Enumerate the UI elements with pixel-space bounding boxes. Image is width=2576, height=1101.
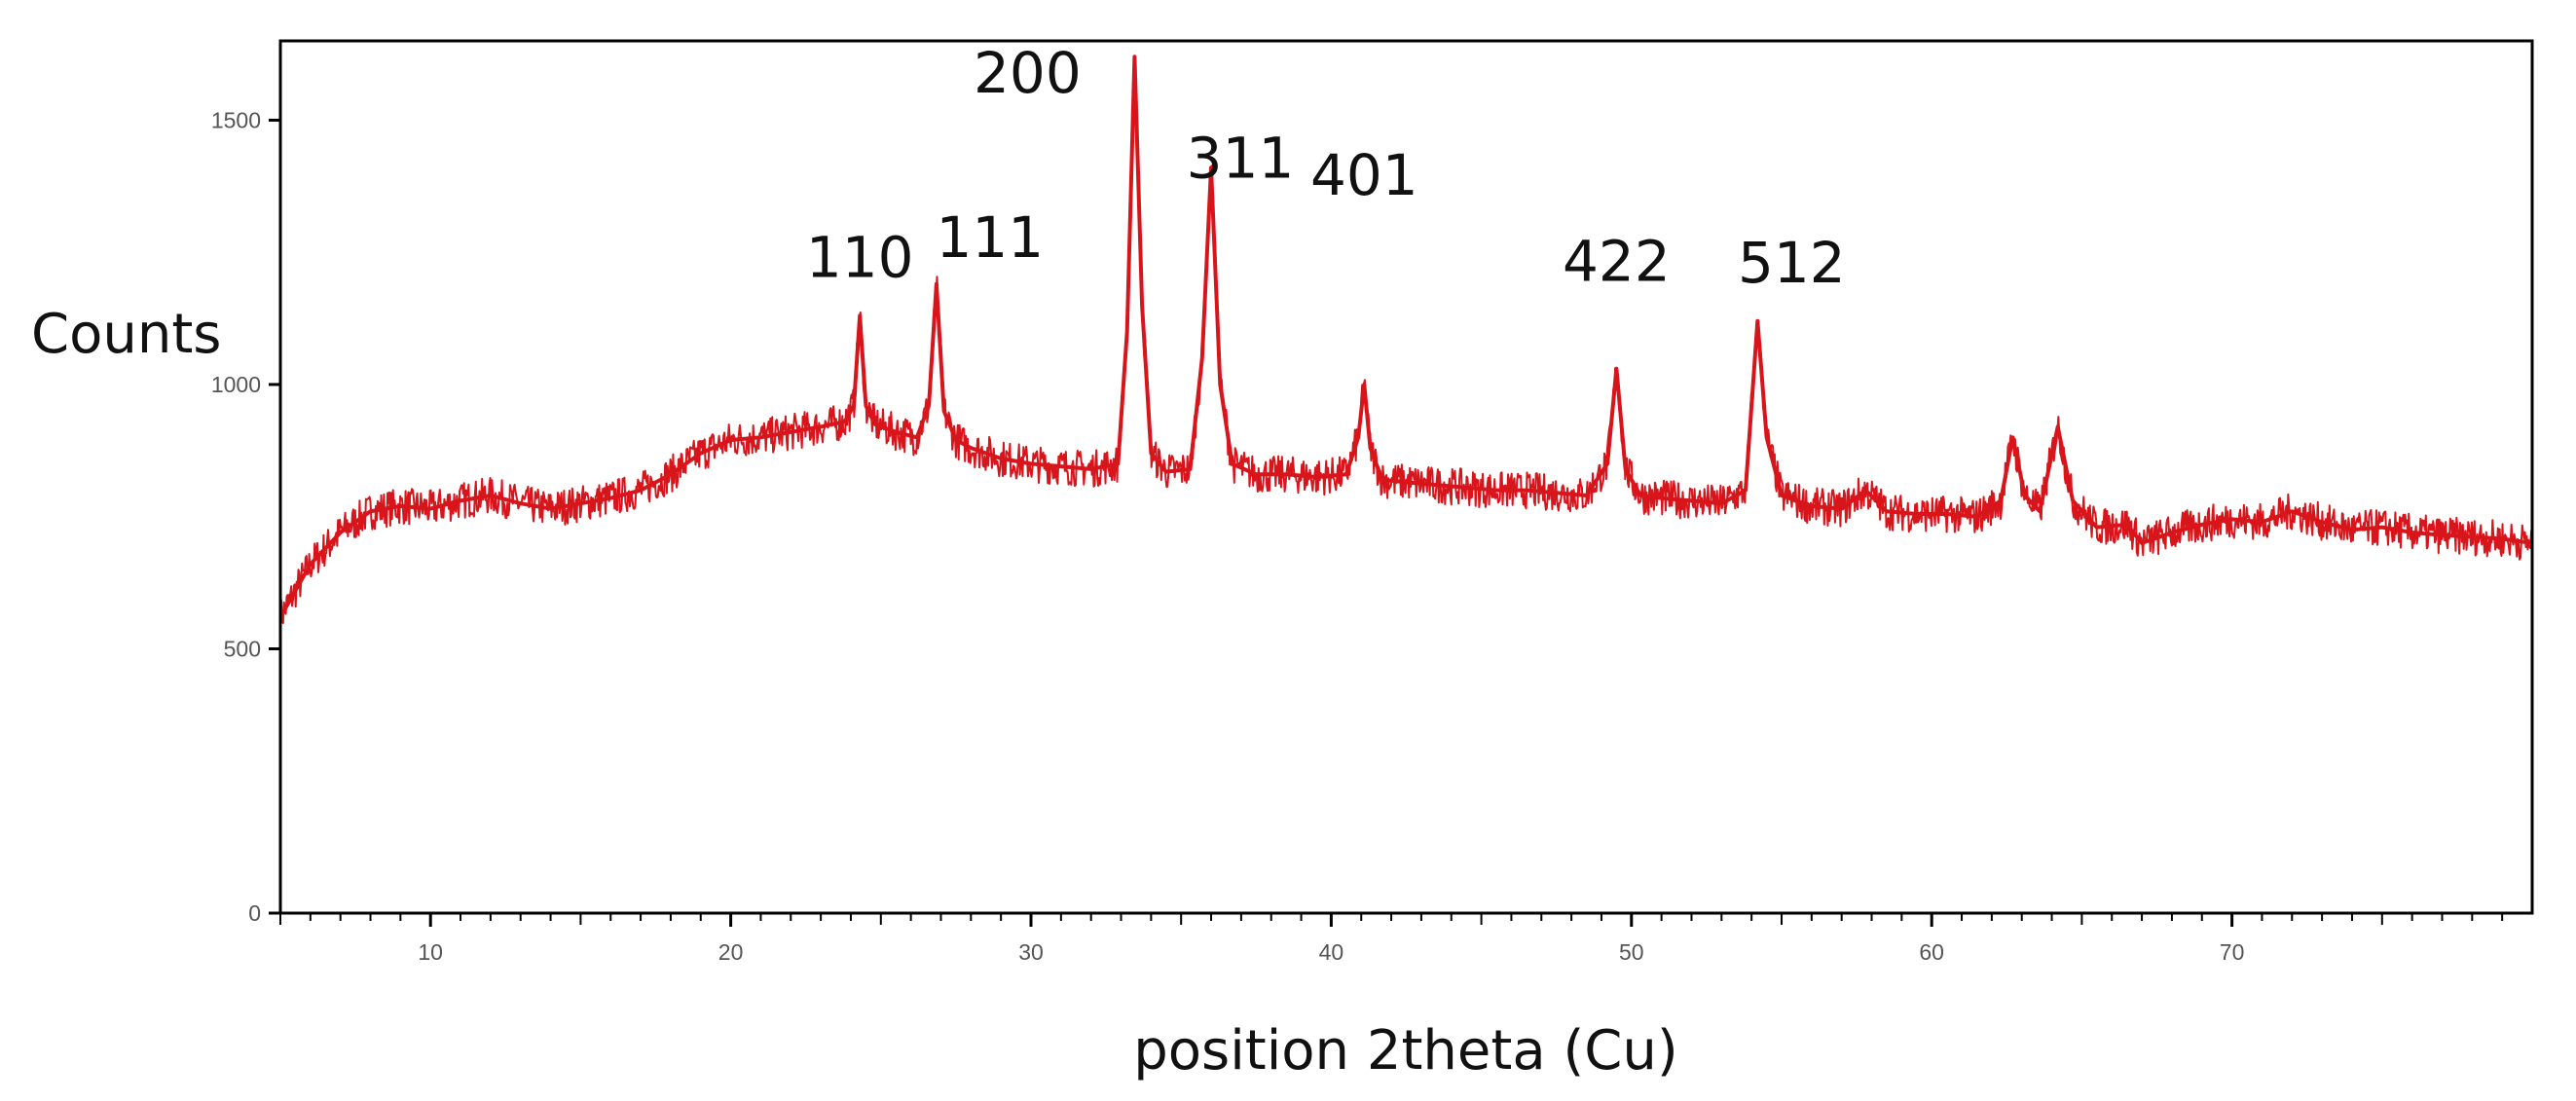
x-minor-ticks: [279, 913, 2504, 925]
peak-label-111: 111: [936, 204, 1044, 271]
x-tick-label-50: 50: [1619, 939, 1644, 965]
peak-label-110: 110: [806, 224, 914, 290]
y-tick-label-1500: 1500: [211, 107, 261, 132]
x-tick-label-60: 60: [1919, 939, 1944, 965]
x-tick-label-30: 30: [1018, 939, 1044, 965]
y-tick-label-0: 0: [248, 900, 261, 926]
plot-frame: [278, 39, 2534, 915]
y-tick-label-500: 500: [224, 636, 261, 661]
counts-series-noise: [279, 65, 2533, 636]
y-axis-title: Counts: [31, 303, 221, 366]
peak-label-200: 200: [974, 40, 1082, 106]
x-tick-label-10: 10: [418, 939, 443, 965]
x-tick-label-70: 70: [2220, 939, 2245, 965]
peak-label-422: 422: [1563, 229, 1671, 295]
plot-background: [280, 41, 2532, 913]
peak-annotations: 110 111 200 311 401 422 512: [806, 40, 1846, 296]
y-tick-label-1000: 1000: [211, 372, 261, 397]
x-axis-title: position 2theta (Cu): [1133, 1019, 1678, 1083]
x-tick-label-40: 40: [1319, 939, 1344, 965]
peak-label-401: 401: [1310, 142, 1418, 208]
x-tick-label-20: 20: [718, 939, 744, 965]
y-axis-ticks: 0 500 1000 1500: [211, 107, 280, 926]
peak-label-512: 512: [1738, 230, 1846, 296]
peak-label-311: 311: [1187, 125, 1295, 191]
x-axis-ticks: 10 20 30 40 50 60 70: [418, 913, 2244, 965]
